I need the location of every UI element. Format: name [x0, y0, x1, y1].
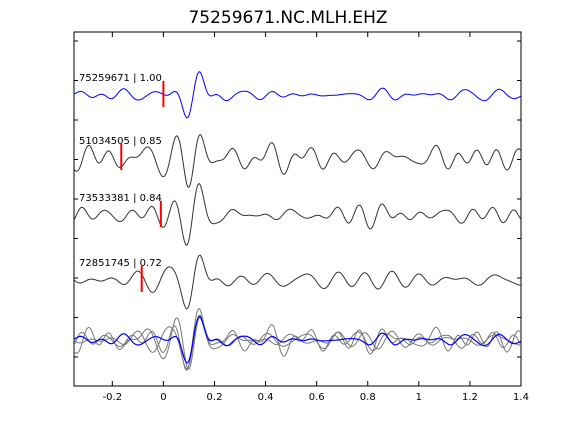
stack-line-1	[73, 315, 522, 370]
trace-labels: 75259671 | 1.00 51034505 | 0.85 73533381 |…	[79, 73, 162, 269]
trace-line-3	[73, 254, 521, 310]
x-tick-label: 0.8	[360, 392, 376, 403]
trace-group	[73, 71, 522, 310]
x-tick-label: -0.2	[103, 392, 123, 403]
overlay-stack	[73, 307, 522, 371]
stack-line-0	[73, 316, 522, 364]
plot-axes	[73, 31, 522, 387]
stack-line-3	[73, 314, 521, 370]
trace-label-1: 51034505 | 0.85	[79, 136, 162, 147]
x-tick-label: 0.6	[309, 392, 325, 403]
x-tick-label: 1.2	[462, 392, 478, 403]
trace-label-2: 73533381 | 0.84	[79, 193, 162, 204]
trace-label-0: 75259671 | 1.00	[79, 73, 162, 84]
chart-title: 75259671.NC.MLH.EHZ	[188, 8, 388, 28]
trace-line-1	[73, 133, 522, 188]
x-tick-label: 0.4	[258, 392, 274, 403]
trace-label-3: 72851745 | 0.72	[79, 258, 162, 269]
trace-line-2	[73, 182, 522, 246]
x-tick-label: 1.4	[513, 392, 529, 403]
x-tick-label: 0.2	[207, 392, 223, 403]
plot-frame	[73, 31, 522, 387]
x-tick-label: 0	[160, 392, 166, 403]
x-tick-label: 1	[416, 392, 422, 403]
trace-line-0	[73, 71, 522, 119]
x-axis-ticks: -0.2 0 0.2 0.4 0.6 0.8 1 1.2 1.4	[103, 32, 529, 403]
